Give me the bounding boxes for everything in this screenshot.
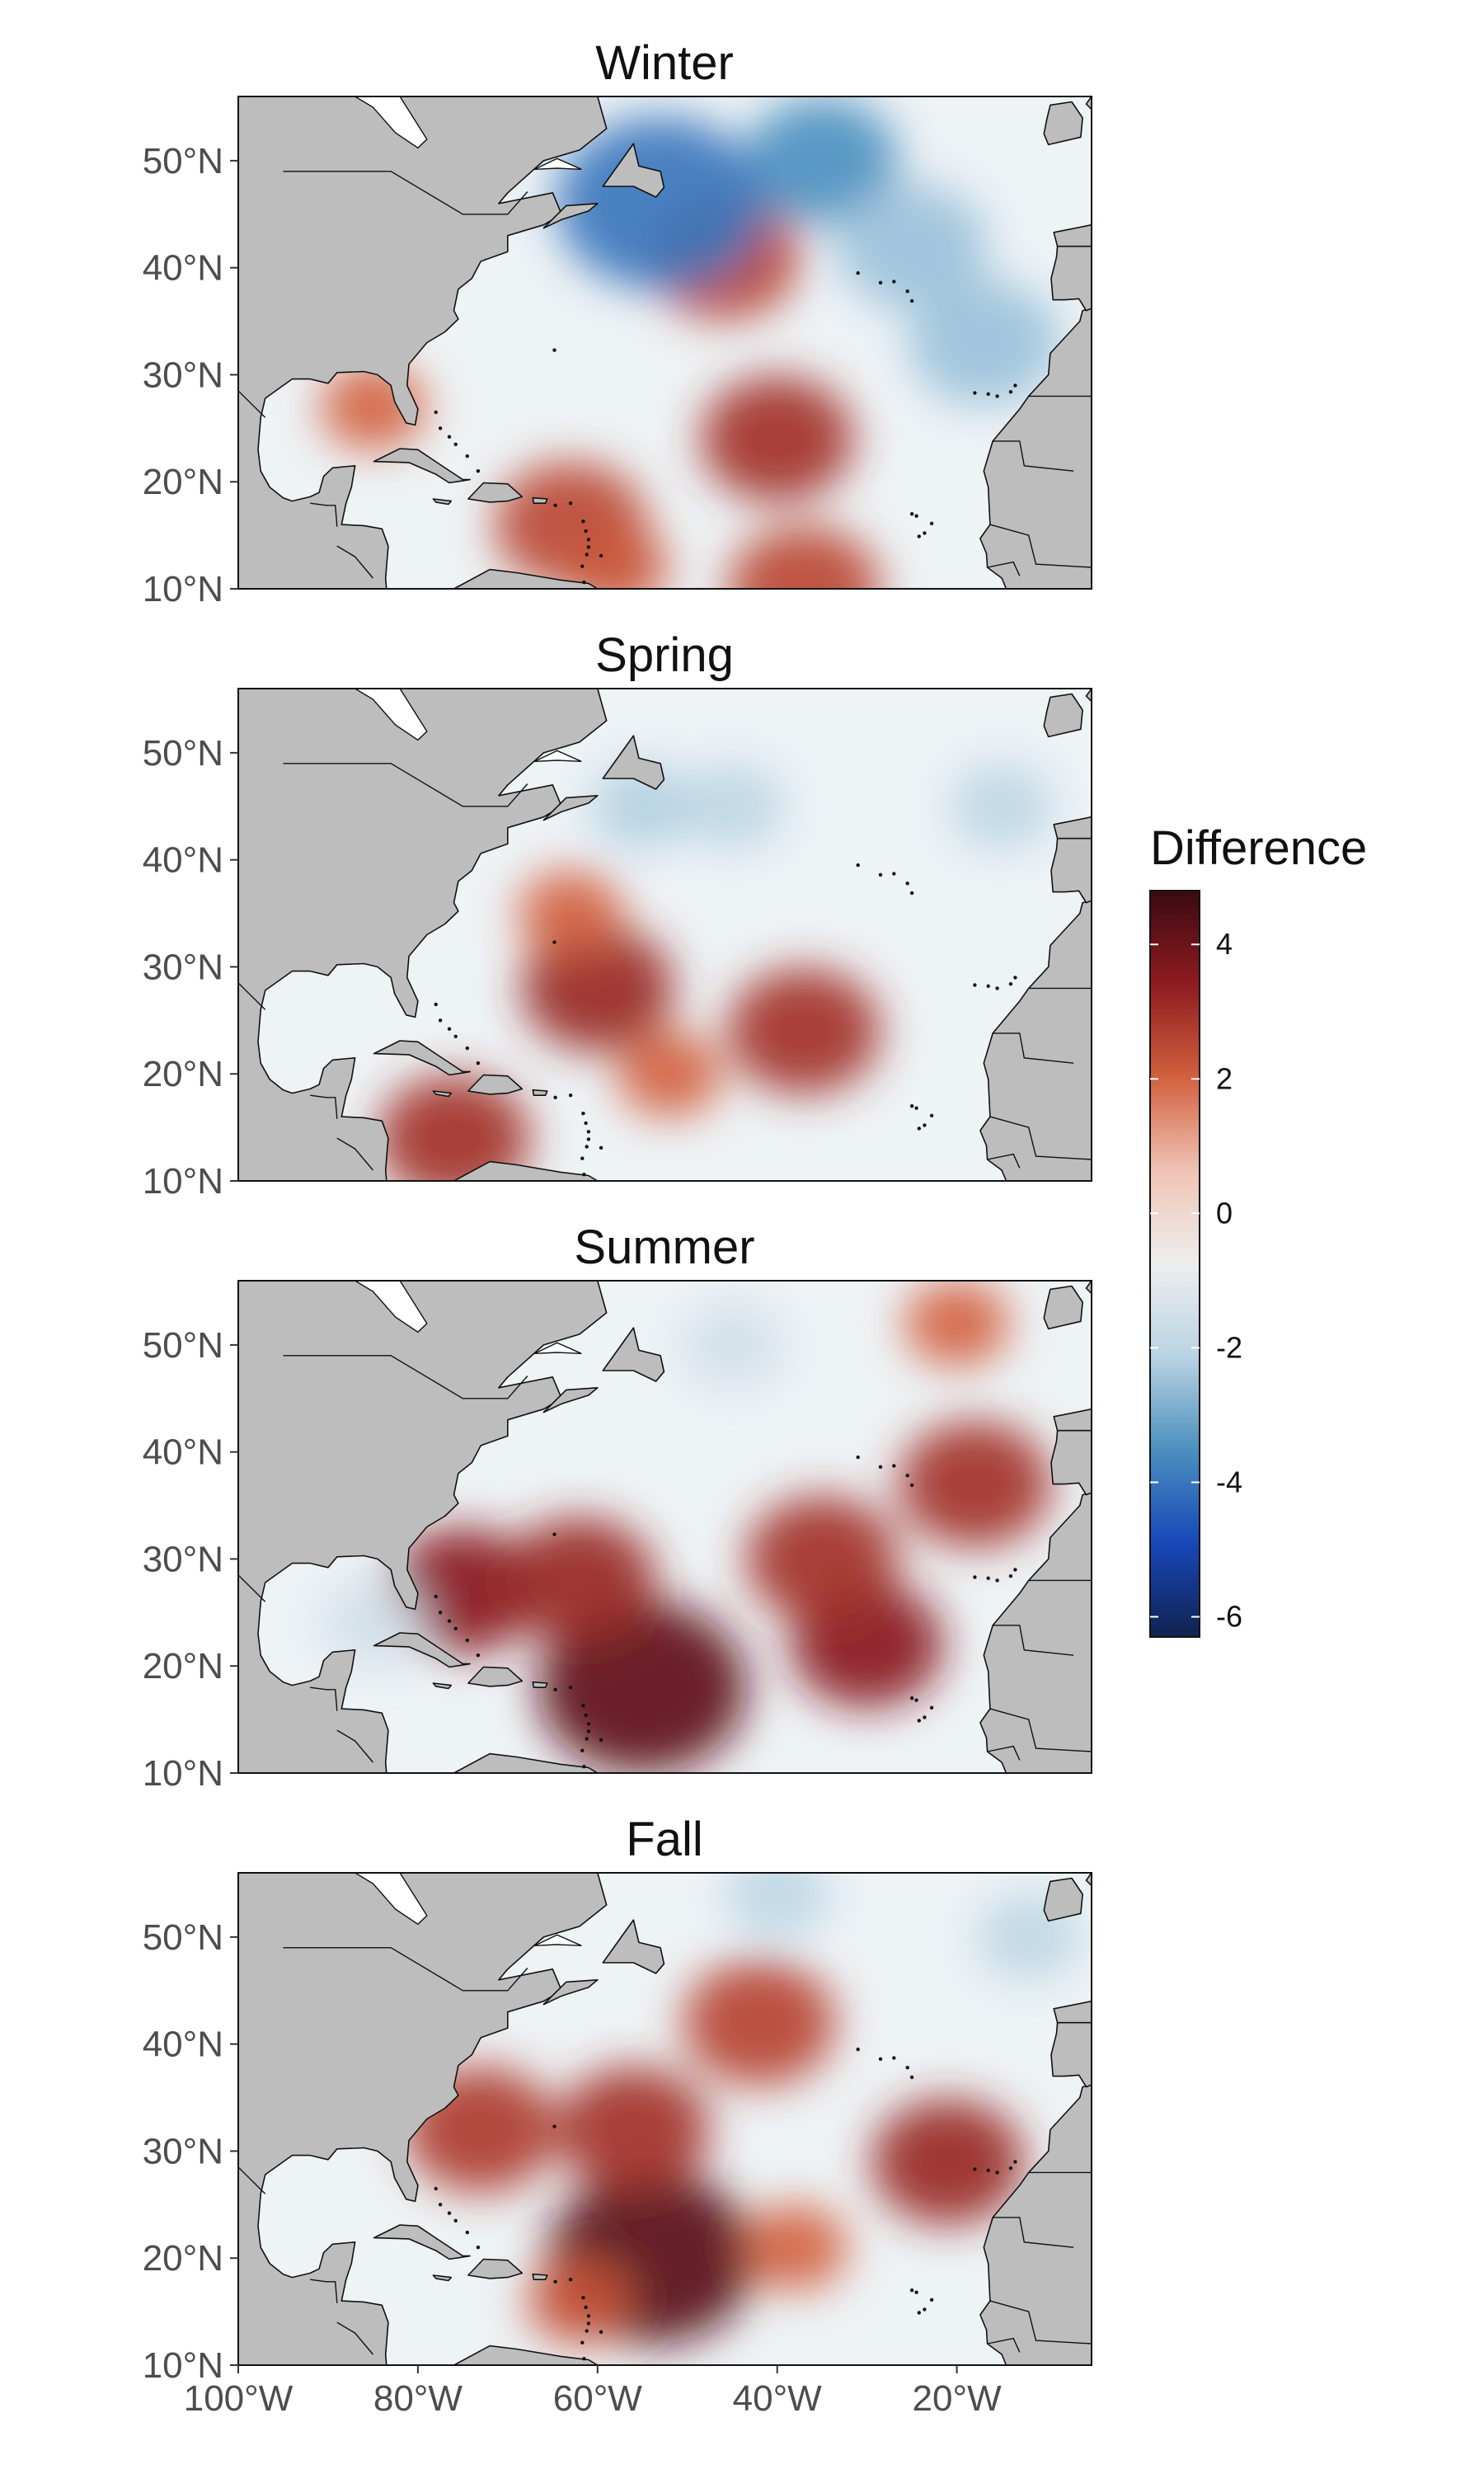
panel-frame bbox=[237, 96, 1092, 590]
y-tick-label: 10°N bbox=[143, 2345, 223, 2386]
hotspot-warm bbox=[557, 2067, 710, 2193]
y-tick-label: 30°N bbox=[143, 355, 223, 395]
hotspot-warm bbox=[521, 925, 674, 1051]
hotspot-warm bbox=[728, 526, 881, 589]
hotspot-warm bbox=[701, 376, 853, 502]
hotspot-warm bbox=[563, 524, 668, 589]
land-mask bbox=[238, 1281, 1092, 1773]
panel-title-fall: Fall bbox=[626, 1813, 702, 1866]
difference-field bbox=[321, 97, 1060, 589]
map-area bbox=[238, 689, 1092, 1181]
panel-spring: Spring 50°N 40°N 30°N 20°N 10°N bbox=[143, 628, 1092, 1202]
y-tick-label: 40°N bbox=[143, 1432, 223, 1473]
colorbar-label: -6 bbox=[1216, 1600, 1242, 1634]
y-tick-label: 50°N bbox=[143, 141, 223, 181]
hotspot-warm bbox=[518, 870, 623, 957]
colorbar-label: 4 bbox=[1216, 927, 1233, 961]
y-tick-label: 40°N bbox=[143, 840, 223, 881]
colorbar-label: -2 bbox=[1216, 1330, 1242, 1364]
y-tick-label: 30°N bbox=[143, 2131, 223, 2171]
land-mask bbox=[238, 96, 1092, 589]
y-tick-label: 50°N bbox=[143, 1325, 223, 1366]
difference-field bbox=[405, 1873, 1081, 2345]
y-tick-label: 10°N bbox=[143, 1753, 223, 1794]
x-tick-label: 80°W bbox=[373, 2378, 463, 2419]
panel-frame bbox=[237, 1872, 1092, 2366]
y-tick-label: 20°N bbox=[143, 2238, 223, 2279]
legend-title: Difference bbox=[1150, 821, 1367, 875]
hotspot-warm bbox=[899, 1421, 1051, 1547]
land-mask bbox=[238, 689, 1092, 1181]
map-area bbox=[238, 1281, 1092, 1773]
hotspot-warm bbox=[728, 968, 881, 1094]
map-area bbox=[238, 96, 1092, 589]
y-tick-label: 30°N bbox=[143, 947, 223, 987]
hotspot-warm bbox=[743, 2204, 848, 2291]
y-tick-label: 10°N bbox=[143, 569, 223, 609]
panel-frame bbox=[237, 688, 1092, 1182]
colorbar-label: 2 bbox=[1216, 1061, 1233, 1095]
y-tick-label: 30°N bbox=[143, 1539, 223, 1579]
panel-frame bbox=[237, 1280, 1092, 1774]
hotspot-cool bbox=[679, 1301, 785, 1389]
map-area bbox=[238, 1873, 1092, 2365]
hotspot-warm bbox=[378, 1075, 530, 1181]
hotspot-cool bbox=[908, 280, 1060, 406]
hotspot-warm bbox=[617, 1030, 722, 1117]
y-tick-label: 10°N bbox=[143, 1161, 223, 1202]
colorbar-label: -4 bbox=[1216, 1465, 1242, 1498]
panel-title-winter: Winter bbox=[595, 36, 734, 90]
hotspot-warm bbox=[746, 1496, 899, 1622]
hotspot-cool bbox=[590, 763, 695, 850]
y-tick-label: 40°N bbox=[143, 248, 223, 289]
x-tick-label: 60°W bbox=[553, 2378, 643, 2419]
difference-field bbox=[378, 763, 1054, 1181]
hotspot-warm bbox=[871, 2099, 1024, 2225]
x-tick-label: 100°W bbox=[184, 2378, 294, 2419]
land-mask bbox=[238, 1873, 1092, 2365]
panel-summer: Summer 50°N 40°N 30°N 20°N 10°N bbox=[143, 1221, 1092, 1794]
x-tick-label: 20°W bbox=[913, 2378, 1003, 2419]
panel-winter: Winter 50°N 40°N 30°N 20°N 10°N bbox=[143, 36, 1092, 609]
y-tick-label: 20°N bbox=[143, 1646, 223, 1686]
hotspot-cool bbox=[836, 183, 989, 309]
hotspot-cool bbox=[746, 97, 899, 223]
hotspot-warm bbox=[527, 2257, 632, 2345]
hotspot-warm bbox=[504, 1517, 655, 1644]
x-tick-label: 40°W bbox=[733, 2378, 823, 2419]
y-tick-label: 40°N bbox=[143, 2025, 223, 2065]
hotspot-cool bbox=[725, 1873, 829, 1938]
hotspot-warm bbox=[538, 1601, 747, 1773]
hotspot-cool bbox=[949, 763, 1054, 850]
hotspot-cool bbox=[679, 763, 785, 850]
y-tick-label: 20°N bbox=[143, 1054, 223, 1094]
hotspot-cool bbox=[556, 117, 765, 290]
colorbar-legend: Difference 4 2 0 -2 -4 -6 bbox=[1149, 821, 1367, 1638]
y-tick-label: 20°N bbox=[143, 462, 223, 502]
y-tick-label: 50°N bbox=[143, 1917, 223, 1958]
y-tick-label: 50°N bbox=[143, 733, 223, 774]
colorbar bbox=[1149, 890, 1200, 1638]
colorbar-label: 0 bbox=[1216, 1196, 1233, 1230]
hotspot-warm bbox=[904, 1281, 1009, 1367]
panel-title-summer: Summer bbox=[574, 1221, 754, 1274]
panel-title-spring: Spring bbox=[595, 628, 734, 682]
hotspot-warm bbox=[683, 1959, 835, 2086]
